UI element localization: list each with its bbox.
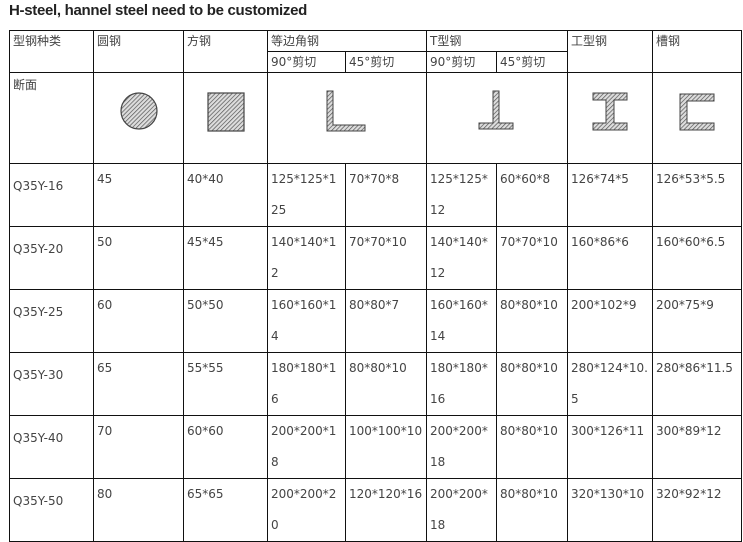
- header-tee-45: 45°剪切: [496, 51, 569, 73]
- table-cell: 160*60*6.5: [652, 226, 743, 290]
- angle-icon: [326, 90, 366, 132]
- table-cell: 60*60: [183, 415, 268, 479]
- row-model: Q35Y-25: [9, 289, 94, 353]
- table-cell: 126*74*5: [567, 163, 654, 227]
- header-angle-45: 45°剪切: [344, 51, 428, 73]
- table-cell: 40*40: [183, 163, 268, 227]
- table-cell: 200*75*9: [652, 289, 743, 353]
- row-model: Q35Y-40: [9, 415, 94, 479]
- table-cell: 160*160*14: [426, 289, 498, 353]
- row-model: Q35Y-16: [9, 163, 94, 227]
- channel-icon: [679, 93, 715, 131]
- table-cell: 60: [93, 289, 184, 353]
- table-cell: 200*102*9: [567, 289, 654, 353]
- table-cell: 320*92*12: [652, 478, 743, 542]
- table-cell: 50*50: [183, 289, 268, 353]
- table-cell: 80*80*10: [496, 478, 569, 542]
- table-row: Q35Y-50 80 65*65 200*200*20 120*120*16 200*20…: [9, 478, 743, 542]
- table-cell: 160*160*14: [267, 289, 346, 353]
- table-cell: 320*130*10: [567, 478, 654, 542]
- table-cell: 200*200*18: [267, 415, 346, 479]
- table-cell: 280*124*10.5: [567, 352, 654, 416]
- table-cell: 200*200*20: [267, 478, 346, 542]
- table-cell: 180*180*16: [426, 352, 498, 416]
- table-cell: 160*86*6: [567, 226, 654, 290]
- table-cell: 50: [93, 226, 184, 290]
- table-cell: 60*60*8: [496, 163, 569, 227]
- header-angle: 等边角钢: [266, 30, 428, 52]
- header-channel: 槽钢: [652, 30, 743, 73]
- table-row: Q35Y-20 50 45*45 140*140*12 70*70*10 140*140*…: [9, 226, 743, 290]
- header-ibeam: 工型钢: [567, 30, 654, 73]
- table-cell: 300*126*11: [567, 415, 654, 479]
- table-cell: 70*70*8: [344, 163, 428, 227]
- table-cell: 70*70*10: [344, 226, 428, 290]
- table-cell: 80*80*10: [496, 352, 569, 416]
- header-type: 型钢种类: [9, 30, 94, 73]
- header-angle-90: 90°剪切: [267, 51, 346, 73]
- table-cell: 65: [93, 352, 184, 416]
- table-cell: 300*89*12: [652, 415, 743, 479]
- table-cell: 126*53*5.5: [652, 163, 743, 227]
- table-cell: 125*125*125: [267, 163, 346, 227]
- header-square: 方钢: [183, 30, 268, 73]
- table-cell: 70: [93, 415, 184, 479]
- table-cell: 80*80*10: [496, 289, 569, 353]
- table-row: Q35Y-16 45 40*40 125*125*125 70*70*8 125*125*…: [9, 163, 743, 227]
- section-label: 断面: [9, 72, 94, 164]
- steel-spec-table: 型钢种类 圆钢 方钢 等边角钢 T型钢 工型钢 槽钢 90°剪切 45°剪切 9…: [9, 30, 743, 542]
- square-icon: [206, 92, 245, 132]
- table-row: Q35Y-25 60 50*50 160*160*14 80*80*7 160*160*1…: [9, 289, 743, 353]
- tee-icon: [478, 90, 514, 130]
- table-cell: 280*86*11.5: [652, 352, 743, 416]
- header-tee-90: 90°剪切: [426, 51, 498, 73]
- header-tee: T型钢: [426, 30, 569, 52]
- table-cell: 80*80*10: [344, 352, 428, 416]
- table-cell: 45: [93, 163, 184, 227]
- table-cell: 45*45: [183, 226, 268, 290]
- i-beam-icon: [592, 92, 628, 131]
- table-cell: 140*140*12: [267, 226, 346, 290]
- table-cell: 80*80*10: [496, 415, 569, 479]
- row-model: Q35Y-50: [9, 478, 94, 542]
- page-title: H-steel, hannel steel need to be customi…: [9, 2, 308, 19]
- table-cell: 65*65: [183, 478, 268, 542]
- table-cell: 70*70*10: [496, 226, 569, 290]
- header-round: 圆钢: [93, 30, 184, 73]
- table-cell: 55*55: [183, 352, 268, 416]
- table-row: Q35Y-30 65 55*55 180*180*16 80*80*10 180*180*…: [9, 352, 743, 416]
- table-cell: 200*200*18: [426, 415, 498, 479]
- table-cell: 180*180*16: [267, 352, 346, 416]
- table-cell: 200*200*18: [426, 478, 498, 542]
- table-cell: 80: [93, 478, 184, 542]
- circle-icon: [119, 92, 158, 130]
- table-cell: 125*125*12: [426, 163, 498, 227]
- table-cell: 80*80*7: [344, 289, 428, 353]
- table-cell: 120*120*16: [344, 478, 428, 542]
- row-model: Q35Y-20: [9, 226, 94, 290]
- table-cell: 100*100*10: [344, 415, 428, 479]
- table-cell: 140*140*12: [426, 226, 498, 290]
- table-row: Q35Y-40 70 60*60 200*200*18 100*100*10 200*20…: [9, 415, 743, 479]
- row-model: Q35Y-30: [9, 352, 94, 416]
